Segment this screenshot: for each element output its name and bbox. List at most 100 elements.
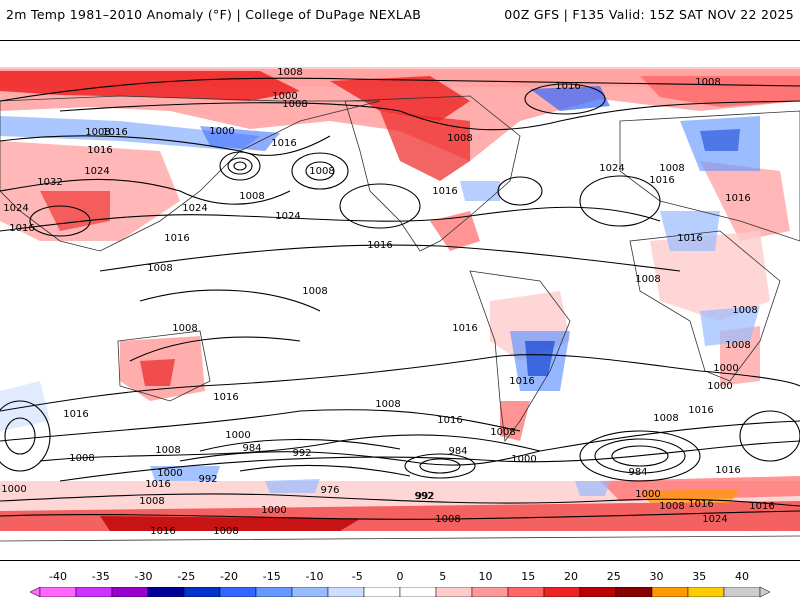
legend-swatch xyxy=(615,587,653,597)
eurasia-east-outline xyxy=(619,110,800,242)
legend-tick-10: 10 xyxy=(478,570,493,583)
legend-swatch xyxy=(435,587,473,597)
north-america-outline xyxy=(344,95,521,252)
isobar-label-992: 992 xyxy=(292,448,311,459)
isobar-label-1008: 1008 xyxy=(282,99,307,110)
legend-color-bar xyxy=(30,587,770,597)
legend-swatch xyxy=(327,587,365,597)
isobar-label-1000: 1000 xyxy=(713,363,738,374)
isobar-label-1016: 1016 xyxy=(509,376,534,387)
legend-swatch xyxy=(147,587,185,597)
isobar-label-1008: 1008 xyxy=(69,453,94,464)
isobar-label-1016: 1016 xyxy=(145,479,170,490)
map-title: 2m Temp 1981–2010 Anomaly (°F) | College… xyxy=(6,7,422,22)
coastline-layer xyxy=(0,95,800,542)
isobar-label-1000: 1000 xyxy=(261,505,286,516)
legend-swatch xyxy=(507,587,545,597)
legend-tick--20: -20 xyxy=(220,570,238,583)
legend-tick--15: -15 xyxy=(262,570,281,583)
isobar-label-1008: 1008 xyxy=(732,305,757,316)
isobar-label-1008: 1008 xyxy=(147,263,172,274)
isobar-label-1024: 1024 xyxy=(84,166,109,177)
isobar-label-1016: 1016 xyxy=(432,186,457,197)
legend-swatch xyxy=(255,587,293,597)
isobar-label-1008: 1008 xyxy=(302,286,327,297)
africa-outline xyxy=(629,230,781,382)
legend-tick-40: 40 xyxy=(735,570,749,583)
isobar-label-1016: 1016 xyxy=(749,501,774,512)
isobar-label-1008: 1008 xyxy=(435,514,460,525)
anomaly-fill-layer xyxy=(0,67,800,560)
isobar-labels: 1008100010081016100810161024103210241016… xyxy=(1,67,774,537)
isobar-label-1008: 1008 xyxy=(239,191,264,202)
legend-swatch xyxy=(723,587,761,597)
legend-tick--40: -40 xyxy=(49,570,67,583)
isobar-label-1016: 1016 xyxy=(688,405,713,416)
color-legend: -40 -35 -30 -25 -20 -15 -10 -5 0 5 10 15 20 25 30 35 40 xyxy=(0,570,800,600)
isobar-label-1008: 1008 xyxy=(213,526,238,537)
isobar-label-984: 984 xyxy=(242,443,261,454)
australia-outline xyxy=(117,330,211,402)
legend-tick--5: -5 xyxy=(351,570,363,583)
legend-tick-15: 15 xyxy=(521,570,536,583)
isobar-label-1000: 1000 xyxy=(1,484,26,495)
isobar-label-1016: 1016 xyxy=(367,240,392,251)
isobar-label-1016: 1016 xyxy=(452,323,477,334)
isobar-label-1016: 1016 xyxy=(677,233,702,244)
isobar-label-1008: 1008 xyxy=(653,413,678,424)
legend-tick-20: 20 xyxy=(564,570,578,583)
isobar-label-984: 984 xyxy=(448,446,467,457)
legend-tick-5: 5 xyxy=(439,570,447,583)
isobar-label-976: 976 xyxy=(320,485,339,496)
isobar-label-984: 984 xyxy=(628,467,647,478)
antarctica-outline xyxy=(0,535,800,542)
legend-swatch xyxy=(651,587,689,597)
isobar-label-1008: 1008 xyxy=(172,323,197,334)
legend-min-arrow xyxy=(30,587,41,597)
isobar-label-1008: 1008 xyxy=(635,274,660,285)
isobar-label-1008: 1008 xyxy=(309,166,334,177)
anomaly-map[interactable]: 1008 1000 1008 1016 1008 1016 1024 1032 1024 1016… xyxy=(0,40,800,561)
legend-swatch xyxy=(471,587,509,597)
isobar-label-1016: 1016 xyxy=(102,127,127,138)
isobar-label-1016: 1016 xyxy=(715,465,740,476)
isobar-label-1016: 1016 xyxy=(63,409,88,420)
south-america-outline xyxy=(469,270,571,443)
isobar-label-1016: 1016 xyxy=(213,392,238,403)
isobar-label-1008: 1008 xyxy=(695,77,720,88)
isobar-label-1016: 1016 xyxy=(271,138,296,149)
isobar-label-1016: 1016 xyxy=(649,175,674,186)
isobar-label-1000: 1000 xyxy=(225,430,250,441)
isobar-label-992: 992 xyxy=(414,491,433,502)
legend-tick-30: 30 xyxy=(649,570,664,583)
isobar-label-992: 992 xyxy=(198,474,217,485)
isobar-label-1008: 1008 xyxy=(155,445,180,456)
map-canvas: 1008100010081016100810161024103210241016… xyxy=(0,67,800,560)
isobar-label-1016: 1016 xyxy=(688,499,713,510)
isobar-label-1008: 1008 xyxy=(725,340,750,351)
isobar-label-1016: 1016 xyxy=(555,81,580,92)
isobar-label-1008: 1008 xyxy=(139,496,164,507)
isobar-label-992: 992 xyxy=(415,491,434,502)
legend-swatch xyxy=(219,587,257,597)
legend-swatch xyxy=(399,587,437,597)
isobar-label-1016: 1016 xyxy=(9,223,34,234)
isobar-label-1000: 1000 xyxy=(635,489,660,500)
legend-tick--25: -25 xyxy=(177,570,196,583)
isobar-label-1032: 1032 xyxy=(37,177,62,188)
isobar-label-1000: 1000 xyxy=(511,454,536,465)
model-run-info: 00Z GFS | F135 Valid: 15Z SAT NOV 22 202… xyxy=(504,7,794,22)
legend-tick--10: -10 xyxy=(305,570,324,583)
isobar-label-1008: 1008 xyxy=(659,501,684,512)
legend-swatch xyxy=(363,587,401,597)
isobar-label-1016: 1016 xyxy=(150,526,175,537)
isobar-label-1024: 1024 xyxy=(275,211,300,222)
legend-swatch xyxy=(111,587,149,597)
legend-tick-0: 0 xyxy=(396,570,404,583)
europe-asia-outline xyxy=(0,95,381,252)
isobar-label-1000: 1000 xyxy=(707,381,732,392)
isobar-label-1008: 1008 xyxy=(375,399,400,410)
isobar-label-1016: 1016 xyxy=(87,145,112,156)
legend-max-arrow xyxy=(759,587,770,597)
header-bar: 2m Temp 1981–2010 Anomaly (°F) | College… xyxy=(0,0,800,30)
